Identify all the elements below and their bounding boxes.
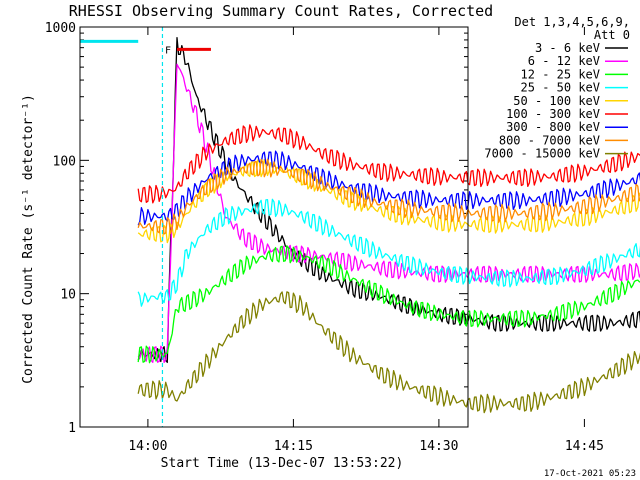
legend-label-6: 300 - 800 keV: [506, 120, 600, 134]
y-tick-label: 10: [60, 288, 76, 303]
series-line-5: [137, 124, 640, 204]
plot-frame: [79, 26, 469, 428]
x-tick-label: 14:15: [274, 439, 313, 454]
y-tick-label: 1: [68, 421, 76, 436]
legend-label-0: 3 - 6 keV: [535, 41, 600, 55]
legend-label-2: 12 - 25 keV: [521, 67, 600, 81]
series-line-3: [137, 198, 640, 307]
y-axis-label: Corrected Count Rate (s⁻¹ detector⁻¹): [21, 94, 36, 384]
legend-label-4: 50 - 100 keV: [513, 94, 600, 108]
chart-title: RHESSI Observing Summary Count Rates, Co…: [69, 2, 493, 20]
series-line-7: [137, 158, 640, 235]
legend-header-line-2: Att 0: [594, 28, 630, 42]
y-tick-label: 100: [53, 154, 76, 169]
legend-label-5: 100 - 300 keV: [506, 107, 600, 121]
series-line-8: [137, 291, 640, 414]
series-line-4: [137, 158, 640, 244]
legend-label-1: 6 - 12 keV: [528, 54, 600, 68]
legend-header-line-1: Det 1,3,4,5,6,9,: [514, 15, 630, 29]
flare-flag-label: F: [165, 45, 171, 56]
series-line-6: [137, 150, 640, 226]
series-line-1: [137, 63, 640, 364]
legend-label-8: 7000 - 15000 keV: [484, 147, 600, 161]
legend-label-7: 800 - 7000 keV: [499, 133, 600, 147]
y-tick-label: 1000: [45, 21, 76, 36]
x-tick-label: 14:00: [128, 439, 167, 454]
x-tick-label: 14:30: [419, 439, 458, 454]
x-axis-label: Start Time (13-Dec-07 13:53:22): [161, 456, 404, 471]
x-tick-label: 14:45: [565, 439, 604, 454]
footer-timestamp: 17-Oct-2021 05:23: [544, 469, 636, 479]
legend-label-3: 25 - 50 keV: [521, 81, 600, 95]
series-line-2: [137, 245, 640, 364]
